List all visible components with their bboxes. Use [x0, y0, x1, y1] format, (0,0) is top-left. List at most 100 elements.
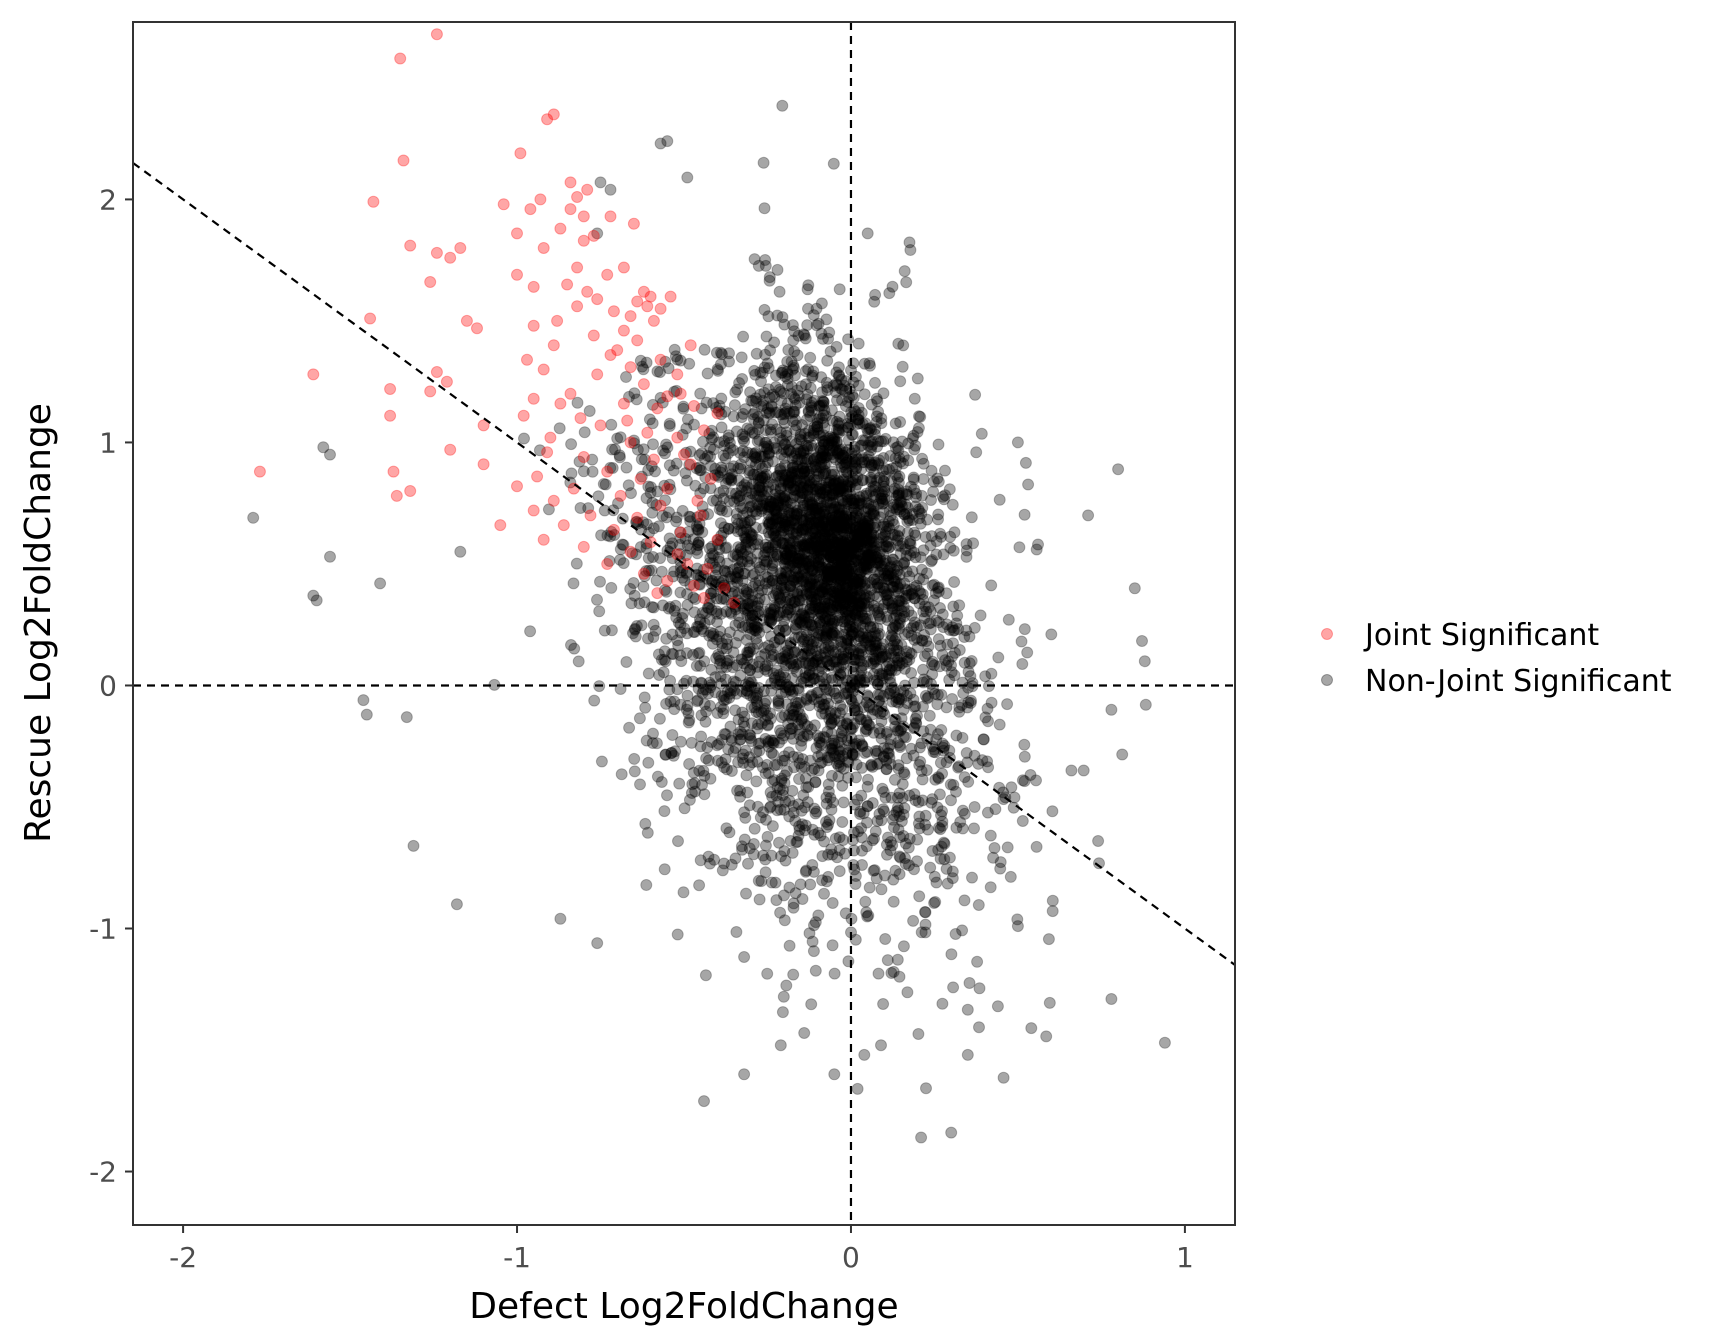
point-non-joint-significant [732, 541, 745, 554]
point-non-joint-significant [798, 801, 811, 814]
point-non-joint-significant [799, 365, 812, 378]
point-non-joint-significant [658, 479, 671, 492]
point-non-joint-significant [629, 630, 642, 643]
point-non-joint-significant [798, 540, 811, 553]
point-non-joint-significant [642, 667, 655, 680]
point-non-joint-significant [718, 690, 731, 703]
point-non-joint-significant [835, 549, 848, 562]
point-non-joint-significant [741, 506, 754, 519]
point-non-joint-significant [683, 758, 696, 770]
point-non-joint-significant [827, 553, 839, 566]
point-non-joint-significant [972, 899, 985, 911]
point-non-joint-significant [947, 544, 960, 557]
point-non-joint-significant [813, 589, 825, 602]
point-non-joint-significant [968, 801, 981, 813]
point-non-joint-significant [757, 704, 770, 717]
point-non-joint-significant [817, 396, 830, 409]
point-non-joint-significant [765, 654, 778, 667]
point-non-joint-significant [627, 577, 640, 589]
point-joint-significant [584, 509, 597, 522]
point-non-joint-significant [894, 540, 907, 552]
point-non-joint-significant [871, 745, 884, 757]
point-non-joint-significant [823, 559, 836, 572]
point-non-joint-significant [862, 453, 875, 466]
point-non-joint-significant [793, 820, 806, 833]
point-non-joint-significant [898, 628, 911, 641]
point-non-joint-significant [894, 547, 907, 560]
point-non-joint-significant [829, 591, 842, 603]
point-non-joint-significant [843, 623, 856, 636]
point-non-joint-significant [758, 450, 771, 463]
point-joint-significant [624, 361, 637, 374]
point-non-joint-significant [919, 531, 932, 543]
point-non-joint-significant [806, 764, 818, 777]
point-non-joint-significant [1001, 698, 1014, 711]
point-non-joint-significant [828, 487, 840, 500]
point-non-joint-significant [745, 622, 758, 635]
point-non-joint-significant [681, 689, 694, 702]
point-non-joint-significant [762, 516, 775, 528]
point-non-joint-significant [748, 822, 761, 835]
point-non-joint-significant [819, 597, 832, 610]
point-non-joint-significant [882, 567, 895, 580]
point-non-joint-significant [915, 926, 928, 939]
point-non-joint-significant [733, 377, 746, 389]
point-non-joint-significant [852, 648, 865, 661]
point-non-joint-significant [984, 881, 997, 894]
point-joint-significant [527, 392, 540, 405]
point-non-joint-significant [711, 534, 724, 546]
point-non-joint-significant [763, 446, 775, 459]
point-non-joint-significant [944, 778, 957, 791]
point-non-joint-significant [790, 537, 803, 550]
point-non-joint-significant [823, 326, 836, 339]
point-non-joint-significant [778, 518, 791, 531]
point-non-joint-significant [992, 651, 1005, 664]
point-non-joint-significant [799, 657, 812, 670]
point-non-joint-significant [722, 447, 735, 460]
point-non-joint-significant [684, 511, 697, 523]
point-joint-significant [631, 511, 644, 524]
point-non-joint-significant [894, 375, 907, 388]
point-non-joint-significant [877, 803, 890, 816]
point-non-joint-significant [931, 582, 944, 595]
point-non-joint-significant [804, 510, 817, 523]
point-non-joint-significant [722, 473, 734, 486]
point-non-joint-significant [816, 395, 829, 407]
point-non-joint-significant [746, 529, 759, 542]
point-non-joint-significant [874, 612, 887, 625]
point-non-joint-significant [913, 741, 926, 754]
point-non-joint-significant [806, 619, 819, 632]
point-non-joint-significant [871, 577, 884, 590]
point-joint-significant [571, 261, 584, 274]
point-non-joint-significant [910, 487, 923, 500]
point-non-joint-significant [830, 757, 843, 770]
point-joint-significant [607, 523, 620, 536]
point-non-joint-significant [748, 538, 761, 551]
point-non-joint-significant [747, 838, 760, 850]
point-non-joint-significant [842, 955, 855, 968]
point-non-joint-significant [674, 698, 687, 711]
point-non-joint-significant [677, 402, 690, 415]
point-joint-significant [384, 383, 397, 395]
point-non-joint-significant [863, 357, 876, 370]
point-non-joint-significant [887, 581, 900, 593]
point-non-joint-significant [960, 550, 973, 563]
point-non-joint-significant [880, 838, 893, 851]
point-non-joint-significant [730, 425, 743, 438]
point-non-joint-significant [820, 570, 833, 583]
point-non-joint-significant [908, 676, 921, 689]
point-non-joint-significant [640, 565, 653, 577]
point-non-joint-significant [822, 523, 835, 536]
point-non-joint-significant [872, 967, 885, 980]
point-non-joint-significant [757, 806, 769, 819]
y-tick-label: 1 [99, 426, 117, 459]
point-non-joint-significant [829, 550, 842, 563]
point-non-joint-significant [856, 620, 869, 633]
point-non-joint-significant [820, 571, 833, 584]
point-non-joint-significant [881, 594, 894, 607]
point-non-joint-significant [798, 633, 810, 646]
point-non-joint-significant [762, 310, 775, 323]
point-non-joint-significant [814, 829, 827, 842]
point-non-joint-significant [898, 577, 911, 590]
point-non-joint-significant [821, 622, 834, 635]
